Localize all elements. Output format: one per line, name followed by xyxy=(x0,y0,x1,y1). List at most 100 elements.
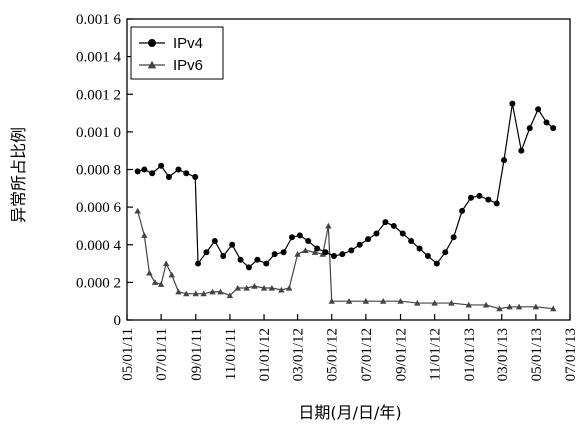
data-point xyxy=(550,305,557,312)
data-point xyxy=(305,237,312,244)
data-point xyxy=(280,249,287,256)
x-tick-label: 05/01/11 xyxy=(120,328,136,381)
x-tick-label: 01/01/12 xyxy=(257,328,273,381)
data-point xyxy=(151,279,159,285)
data-point xyxy=(260,284,268,291)
data-point xyxy=(149,170,156,177)
data-point xyxy=(467,194,474,201)
data-point xyxy=(254,256,261,263)
data-point xyxy=(550,125,557,132)
data-point xyxy=(362,297,370,304)
series-ipv6 xyxy=(134,207,557,312)
series-line xyxy=(137,103,554,269)
data-point xyxy=(433,260,440,267)
data-point xyxy=(217,288,224,295)
data-point xyxy=(134,207,141,214)
data-point xyxy=(296,232,303,239)
data-point xyxy=(450,234,457,241)
data-point xyxy=(294,250,301,257)
data-point xyxy=(286,284,293,291)
data-point xyxy=(146,269,153,276)
data-point xyxy=(175,288,182,295)
x-tick-label: 07/01/13 xyxy=(563,328,579,381)
data-point xyxy=(268,284,276,291)
data-point xyxy=(278,286,285,293)
x-tick-label: 09/01/11 xyxy=(189,328,205,381)
y-tick-label: 0.001 4 xyxy=(76,50,122,66)
legend-item-ipv6: IPv6 xyxy=(139,57,203,74)
x-axis-ticks: 05/01/11 07/01/11 09/01/11 11/01/11 01/01/12… xyxy=(120,314,579,381)
data-point xyxy=(465,301,472,308)
data-point xyxy=(408,237,415,244)
y-tick-label: 0.000 2 xyxy=(76,275,121,291)
data-point xyxy=(515,303,523,310)
data-point xyxy=(496,305,503,312)
x-tick-label: 01/01/13 xyxy=(462,328,478,381)
y-tick-label: 0.001 6 xyxy=(76,12,122,28)
legend-label: IPv6 xyxy=(173,57,203,74)
data-point xyxy=(424,253,431,260)
data-point xyxy=(211,237,218,244)
data-point xyxy=(476,192,483,199)
legend: IPv4 IPv6 xyxy=(130,26,224,80)
data-point xyxy=(373,230,380,237)
x-tick-label: 09/01/12 xyxy=(394,328,410,381)
data-point xyxy=(459,207,466,214)
data-point xyxy=(482,301,490,308)
data-point xyxy=(319,250,326,257)
data-point xyxy=(251,282,258,289)
series-layer xyxy=(134,100,557,312)
data-point xyxy=(157,281,165,287)
data-point xyxy=(271,251,278,258)
data-point xyxy=(192,290,199,297)
x-tick-label: 03/01/12 xyxy=(291,328,307,381)
data-point xyxy=(431,299,438,306)
y-tick-label: 0.000 6 xyxy=(76,200,122,216)
data-point xyxy=(245,264,252,271)
data-point xyxy=(322,249,329,256)
x-tick-label: 05/01/12 xyxy=(325,328,341,381)
y-tick-label: 0.001 0 xyxy=(76,125,121,141)
data-point xyxy=(485,196,492,203)
y-axis-ticks: 0 0.000 2 0.000 4 0.000 6 0.000 8 0.001 0 0.00… xyxy=(76,12,133,329)
data-point xyxy=(302,247,309,253)
data-point xyxy=(397,297,404,304)
x-tick-label: 11/01/12 xyxy=(428,328,444,381)
data-point xyxy=(243,284,250,291)
data-point xyxy=(165,174,172,181)
data-point xyxy=(416,245,423,252)
data-point xyxy=(192,174,199,181)
x-tick-label: 05/01/13 xyxy=(529,328,545,381)
data-point xyxy=(237,256,244,263)
data-point xyxy=(348,247,355,254)
legend-marker xyxy=(147,60,157,69)
y-tick-label: 0 xyxy=(114,313,122,329)
data-point xyxy=(379,297,387,304)
data-point xyxy=(195,260,202,267)
data-point xyxy=(203,249,210,256)
x-tick-label: 07/01/11 xyxy=(154,328,170,381)
data-point xyxy=(134,168,141,175)
data-point xyxy=(526,125,533,132)
data-point xyxy=(314,245,321,252)
data-point xyxy=(289,234,296,241)
data-point xyxy=(226,292,234,299)
data-point xyxy=(200,290,207,297)
data-point xyxy=(500,157,507,164)
y-tick-label: 0.001 2 xyxy=(76,87,121,103)
data-point xyxy=(535,106,542,113)
data-point xyxy=(399,230,406,237)
data-point xyxy=(493,200,500,207)
data-point xyxy=(509,100,516,107)
data-point xyxy=(229,241,236,248)
y-tick-label: 0.000 8 xyxy=(76,163,121,179)
data-point xyxy=(175,166,182,173)
data-point xyxy=(390,222,397,229)
legend-box xyxy=(130,26,224,80)
data-point xyxy=(328,297,335,304)
data-point xyxy=(183,170,190,177)
data-point xyxy=(263,260,270,267)
data-point xyxy=(506,303,513,310)
data-point xyxy=(141,166,148,173)
